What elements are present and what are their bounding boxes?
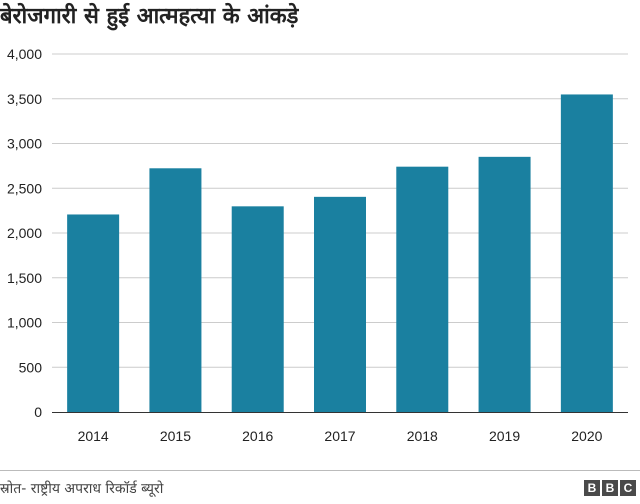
x-tick-label: 2015 [160,428,191,444]
footer-divider [0,470,640,471]
y-tick-label: 3,500 [7,91,42,107]
bar [478,156,531,412]
bbc-logo: B B C [584,480,636,496]
bar [149,168,202,412]
x-tick-label: 2016 [242,428,273,444]
x-tick-label: 2020 [571,428,602,444]
x-tick-label: 2017 [324,428,355,444]
logo-letter: C [620,480,636,496]
logo-letter: B [602,480,618,496]
y-tick-label: 4,000 [7,46,42,62]
y-tick-label: 2,500 [7,180,42,196]
x-tick-label: 2019 [489,428,520,444]
bar [560,94,613,412]
logo-letter: B [584,480,600,496]
bar [67,214,120,412]
x-tick-label: 2014 [78,428,109,444]
y-tick-label: 2,000 [7,225,42,241]
y-tick-label: 500 [19,359,43,375]
source-note: स्रोत- राष्ट्रीय अपराध रिकॉर्ड ब्यूरो [0,481,164,497]
bar [396,166,449,412]
y-tick-label: 3,000 [7,136,42,152]
x-tick-label: 2018 [407,428,438,444]
y-tick-label: 1,500 [7,270,42,286]
bars [67,94,613,412]
chart-title: बेरोजगारी से हुई आत्महत्या के आंकड़े [0,4,299,29]
y-tick-label: 0 [34,404,42,420]
y-axis-tick-labels: 0 500 1,000 1,500 2,000 2,500 3,000 3,500 4,000 [7,46,42,420]
x-axis-tick-labels: 2014 2015 2016 2017 2018 2019 2020 [78,428,603,444]
y-tick-label: 1,000 [7,315,42,331]
bar-chart: 05001,0001,5002,0002,5003,0003,5004,000 … [7,46,628,444]
bar [314,196,366,412]
bar [231,206,284,412]
